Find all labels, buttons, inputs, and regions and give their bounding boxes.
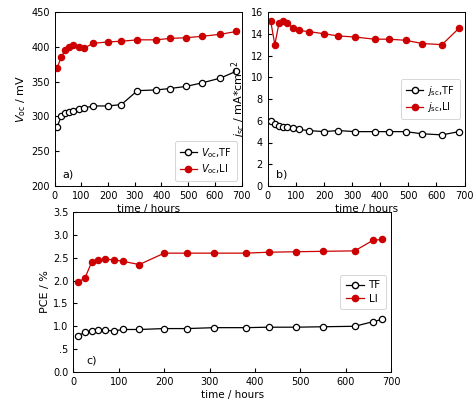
Legend: TF, LI: TF, LI bbox=[340, 275, 386, 309]
Y-axis label: $V_\mathregular{oc}$ / mV: $V_\mathregular{oc}$ / mV bbox=[14, 75, 28, 123]
Text: b): b) bbox=[276, 169, 287, 179]
X-axis label: time / hours: time / hours bbox=[201, 390, 264, 400]
Y-axis label: $j_\mathregular{sc}$ / mA*cm$^{-2}$: $j_\mathregular{sc}$ / mA*cm$^{-2}$ bbox=[229, 60, 248, 138]
X-axis label: time / hours: time / hours bbox=[335, 204, 398, 214]
Y-axis label: PCE / %: PCE / % bbox=[40, 270, 50, 314]
Legend: $V_\mathregular{oc}$,TF, $V_\mathregular{oc}$,LI: $V_\mathregular{oc}$,TF, $V_\mathregular… bbox=[175, 141, 237, 181]
X-axis label: time / hours: time / hours bbox=[117, 204, 180, 214]
Text: a): a) bbox=[62, 169, 73, 179]
Text: c): c) bbox=[86, 356, 97, 366]
Legend: $j_\mathregular{sc}$,TF, $j_\mathregular{sc}$,LI: $j_\mathregular{sc}$,TF, $j_\mathregular… bbox=[401, 79, 460, 119]
